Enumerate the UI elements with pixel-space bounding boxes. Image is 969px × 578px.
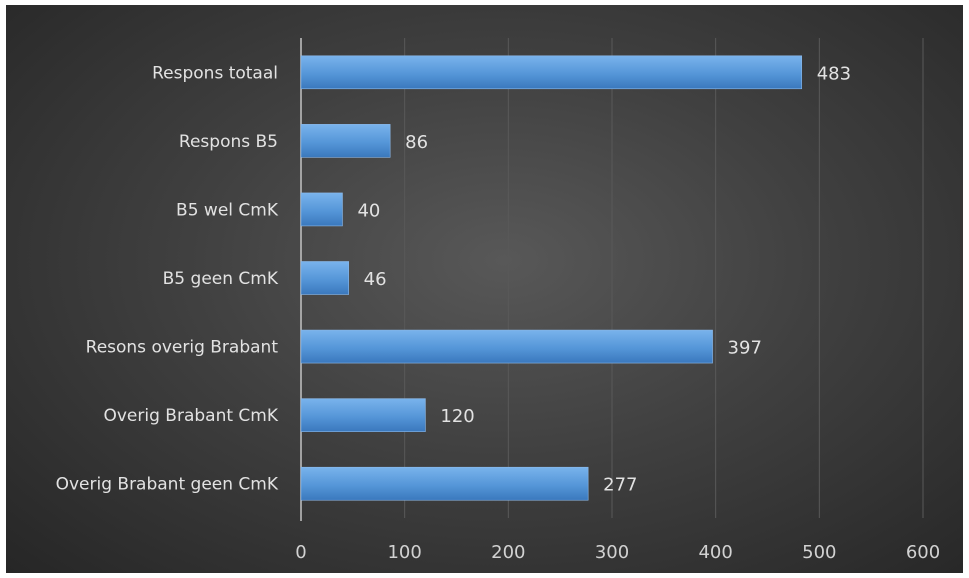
x-tick-label: 0 <box>295 542 306 563</box>
bar <box>300 192 343 227</box>
bars <box>300 55 803 501</box>
chart-area: 0 100 200 300 400 500 600 Respons totaal 483 Resp… <box>6 5 963 573</box>
x-tick-label: 300 <box>595 542 629 563</box>
value-label: 277 <box>603 475 637 496</box>
value-label: 40 <box>357 200 380 221</box>
value-label: 46 <box>364 269 387 290</box>
value-label: 86 <box>405 132 428 153</box>
category-label: Overig Brabant geen CmK <box>56 475 279 495</box>
category-label: B5 wel CmK <box>176 200 279 220</box>
category-label: Respons B5 <box>179 132 278 152</box>
category-label: Respons totaal <box>152 63 278 83</box>
value-label: 397 <box>728 338 762 359</box>
x-tick-label: 400 <box>698 542 732 563</box>
labels: 0 100 200 300 400 500 600 Respons totaal 483 Resp… <box>56 63 941 563</box>
x-tick-label: 500 <box>802 542 836 563</box>
x-tick-label: 100 <box>387 542 421 563</box>
bar-chart: 0 100 200 300 400 500 600 Respons totaal 483 Resp… <box>56 38 941 563</box>
category-label: B5 geen CmK <box>163 269 279 289</box>
bar <box>300 55 803 90</box>
value-label: 483 <box>817 63 851 84</box>
gridlines <box>300 38 924 521</box>
bar <box>300 124 391 158</box>
x-tick-label: 600 <box>906 542 940 563</box>
x-tick-label: 200 <box>491 542 525 563</box>
bar <box>300 261 349 295</box>
bar <box>300 466 589 501</box>
category-label: Resons overig Brabant <box>86 338 279 358</box>
category-label: Overig Brabant CmK <box>103 406 278 426</box>
bar <box>300 398 426 432</box>
bar <box>300 329 713 364</box>
value-label: 120 <box>440 406 474 427</box>
